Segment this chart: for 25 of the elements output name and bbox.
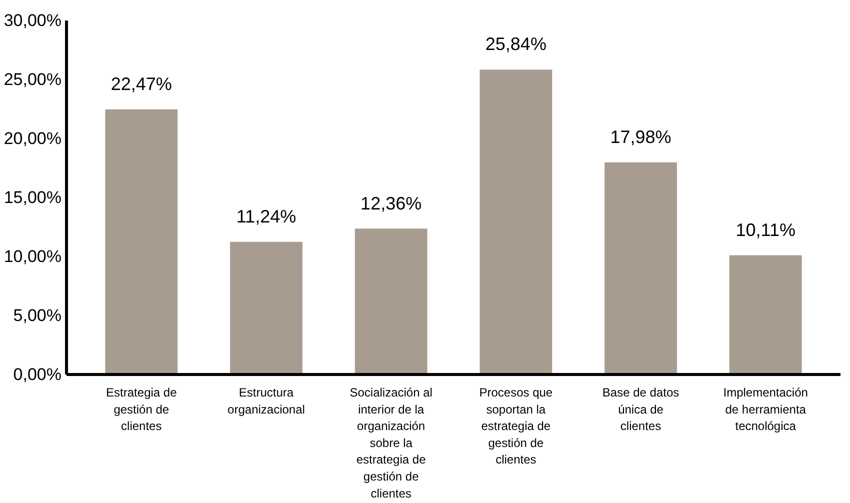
- bar: [604, 162, 677, 374]
- bar: [480, 70, 552, 374]
- y-tick-label: 20,00%: [4, 129, 62, 148]
- y-tick-label: 25,00%: [4, 70, 62, 89]
- y-tick-label: 30,00%: [4, 11, 62, 30]
- bar: [230, 242, 302, 374]
- data-label: 22,47%: [110, 74, 172, 94]
- bar: [354, 228, 428, 374]
- data-label: 25,84%: [485, 34, 546, 54]
- data-label: 12,36%: [360, 193, 422, 214]
- y-tick-label: 0,00%: [13, 365, 62, 384]
- y-tick-label: 5,00%: [13, 306, 62, 325]
- y-tick-label: 15,00%: [4, 188, 62, 207]
- data-label: 11,24%: [236, 206, 296, 227]
- x-tick-label: Base de datos única de clientes: [602, 386, 680, 434]
- x-tick-label: Procesos que soportan la estrategia de gestión de clientes: [479, 386, 553, 467]
- bar: [105, 109, 178, 374]
- x-tick-label: Estructura organizacional: [228, 386, 305, 416]
- bar: [729, 255, 802, 374]
- data-label: 10,11%: [736, 220, 796, 240]
- x-tick-label: Implementación de herramienta tecnológica: [723, 386, 808, 434]
- y-tick-label: 10,00%: [4, 247, 62, 266]
- x-tick-label: Socialización al interior de la organización sobre la estrategia de gestión de clientes: [350, 386, 432, 500]
- x-tick-label: Estrategia de gestión de clientes: [106, 386, 178, 434]
- data-label: 17,98%: [610, 126, 672, 147]
